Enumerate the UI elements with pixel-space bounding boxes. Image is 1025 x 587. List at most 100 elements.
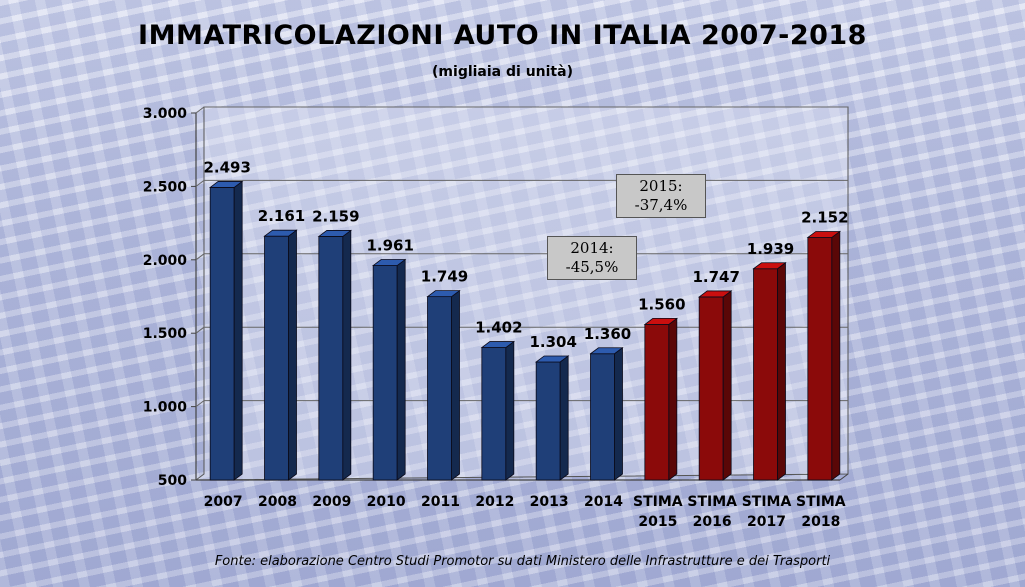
- gridline-diagonal: [195, 400, 205, 408]
- gridlines: [195, 106, 848, 408]
- data-label: 1.747: [692, 268, 739, 286]
- bar-front: [209, 187, 235, 481]
- data-label: 2.161: [258, 207, 305, 225]
- bar-side: [614, 346, 623, 481]
- bar-front: [698, 296, 724, 481]
- annotation-2014-line2: -45,5%: [565, 258, 619, 276]
- bar-side: [777, 261, 786, 481]
- x-tick-label: 2016: [693, 514, 732, 530]
- bar-top: [643, 317, 679, 325]
- bar-side: [288, 229, 297, 481]
- gridline-diagonal: [195, 253, 205, 261]
- x-tick-label: 2012: [475, 494, 514, 510]
- data-label: 1.749: [421, 268, 468, 286]
- x-tick-label: STIMA: [796, 494, 846, 510]
- x-tick-label: 2011: [421, 494, 460, 510]
- source-note: Fonte: elaborazione Centro Studi Promoto…: [214, 554, 831, 569]
- bar-2012: 1.402: [475, 319, 523, 481]
- bar-front: [372, 265, 398, 481]
- bar-side: [396, 258, 406, 481]
- bar-side: [831, 230, 841, 481]
- x-tick-label: 2008: [258, 494, 297, 510]
- bar-top: [426, 290, 461, 298]
- bar-top: [697, 290, 733, 298]
- gridline-diagonal: [195, 179, 205, 187]
- bar-side: [233, 180, 243, 481]
- bar-side: [342, 229, 352, 481]
- y-tick-label: 1.500: [143, 326, 188, 342]
- bar-front: [807, 237, 833, 481]
- gridline-diagonal: [195, 326, 205, 334]
- annotation-2015: 2015: -37,4%: [616, 174, 706, 218]
- data-label: 1.304: [529, 333, 576, 351]
- x-axis: 2007 2008 2009 2010 2011 2012 2013 2014 STIMA 201…: [204, 494, 846, 530]
- annotation-2014-line1: 2014:: [570, 239, 614, 257]
- bar-top: [752, 262, 787, 270]
- y-tick-label: 2.000: [143, 253, 188, 269]
- bar-top: [263, 229, 298, 237]
- bar-top: [589, 347, 624, 355]
- bar-2014: 1.360: [584, 325, 631, 481]
- bar-top: [317, 230, 353, 237]
- data-label: 2.493: [203, 158, 250, 176]
- bar-front: [427, 296, 452, 481]
- bar-front: [318, 236, 344, 481]
- chart-subtitle: (migliaia di unità): [432, 64, 573, 80]
- bar-2009: 2.159: [312, 207, 360, 481]
- data-label: 1.939: [747, 240, 794, 258]
- bar-stima-2018: 2.152: [801, 208, 849, 481]
- bar-2013: 1.304: [529, 333, 577, 481]
- data-label: 1.961: [366, 237, 413, 255]
- bar-front: [590, 353, 615, 481]
- x-tick-label: 2018: [801, 514, 840, 530]
- bar-top: [480, 341, 516, 348]
- floor-edge: [839, 473, 849, 481]
- x-tick-label: 2017: [747, 514, 786, 530]
- bar-front: [644, 323, 670, 481]
- y-tick-label: 2.500: [143, 179, 188, 195]
- bar-stima-2016: 1.747: [692, 268, 740, 481]
- bar-side: [559, 355, 569, 481]
- x-tick-label: 2014: [584, 494, 623, 510]
- bar-side: [668, 317, 678, 481]
- bar-stima-2017: 1.939: [747, 240, 794, 481]
- x-tick-label: 2010: [367, 494, 406, 510]
- x-tick-label: 2009: [312, 494, 351, 510]
- gridline-diagonal: [195, 106, 205, 114]
- y-axis: 500 1.000 1.500 2.000 2.500 3.000: [143, 106, 196, 489]
- bar-top: [806, 231, 842, 238]
- bar-stima-2015: 1.560: [638, 295, 686, 481]
- annotation-2015-line2: -37,4%: [634, 196, 688, 214]
- bar-2007: 2.493: [203, 158, 251, 481]
- annotation-2015-line1: 2015:: [639, 177, 683, 195]
- x-tick-label: 2013: [530, 494, 569, 510]
- y-tick-label: 1.000: [143, 400, 188, 416]
- bar-front: [481, 347, 507, 481]
- bar-top: [371, 259, 407, 266]
- bar-front: [535, 361, 561, 481]
- bar-side: [505, 340, 515, 481]
- bar-front: [264, 235, 289, 481]
- data-label: 2.159: [312, 207, 359, 225]
- data-label: 1.560: [638, 295, 685, 313]
- x-tick-label: STIMA: [633, 494, 683, 510]
- bar-2011: 1.749: [421, 268, 468, 481]
- bar-side: [722, 290, 732, 481]
- bar-2010: 1.961: [366, 237, 414, 481]
- chart-title: IMMATRICOLAZIONI AUTO IN ITALIA 2007-201…: [138, 20, 867, 51]
- x-tick-label: 2015: [638, 514, 677, 530]
- data-label: 2.152: [801, 208, 848, 226]
- x-tick-label: STIMA: [742, 494, 792, 510]
- bar-top: [208, 181, 244, 188]
- annotation-2014: 2014: -45,5%: [547, 236, 637, 280]
- data-label: 1.402: [475, 319, 522, 337]
- bars: 2.493 2.161 2.159 1.961 1.749 1.402 1.304 1.360…: [203, 158, 849, 481]
- bar-top: [534, 355, 570, 363]
- bar-side: [451, 289, 460, 481]
- y-tick-label: 500: [158, 473, 187, 489]
- y-tick-label: 3.000: [143, 106, 188, 122]
- bar-front: [753, 268, 778, 481]
- x-tick-label: 2007: [204, 494, 243, 510]
